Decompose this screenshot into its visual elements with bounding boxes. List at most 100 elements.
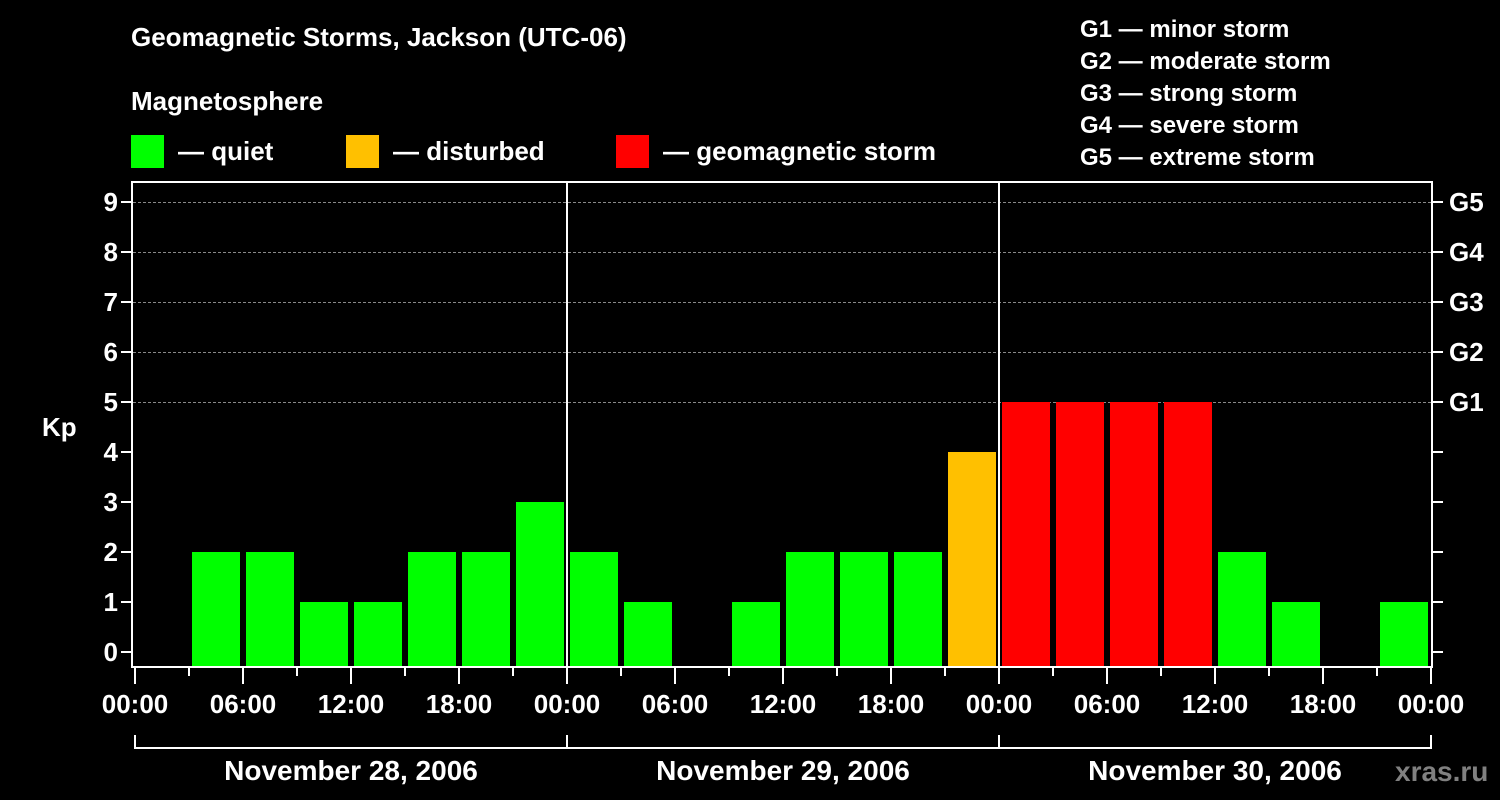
kp-bar (1272, 602, 1320, 667)
g-scale-legend: G1 — minor storm G2 — moderate storm G3 … (1080, 14, 1331, 174)
x-tick-minor (512, 668, 514, 676)
y-tick (121, 651, 131, 653)
y-tick-label: 3 (103, 487, 118, 517)
kp-bar (408, 552, 456, 667)
x-tick-major (566, 668, 568, 684)
x-tick-label: 00:00 (965, 689, 1033, 719)
g-scale-label: G2 (1449, 337, 1484, 367)
kp-bar (570, 552, 618, 667)
kp-bar (246, 552, 294, 667)
x-tick-label: 06:00 (641, 689, 709, 719)
x-tick-label: 06:00 (1073, 689, 1141, 719)
x-tick-minor (188, 668, 190, 676)
y-tick-right (1433, 351, 1443, 353)
y-tick (121, 301, 131, 303)
date-label: November 28, 2006 (224, 755, 478, 786)
g-legend-item: G3 — strong storm (1080, 80, 1298, 107)
x-tick-minor (296, 668, 298, 676)
y-tick-right (1433, 501, 1443, 503)
y-tick-label: 8 (103, 237, 118, 267)
kp-bar (948, 452, 996, 667)
y-tick (121, 401, 131, 403)
y-tick (121, 251, 131, 253)
legend-disturbed: — disturbed (346, 134, 545, 168)
y-tick (121, 551, 131, 553)
kp-bar (354, 602, 402, 667)
legend-quiet: — quiet (131, 134, 273, 168)
g-scale-label: G1 (1449, 387, 1484, 417)
y-tick-label: 2 (103, 537, 118, 567)
y-tick (121, 451, 131, 453)
g-legend-item: G1 — minor storm (1080, 16, 1290, 43)
kp-bar (1164, 402, 1212, 667)
y-tick-right (1433, 451, 1443, 453)
legend-storm-label: — geomagnetic storm (663, 135, 937, 166)
day-separator (998, 181, 1000, 668)
kp-bar (1218, 552, 1266, 667)
legend-storm: — geomagnetic storm (616, 134, 936, 168)
y-tick-label: 9 (103, 187, 118, 217)
kp-bar (300, 602, 348, 667)
g-scale-label: G3 (1449, 287, 1484, 317)
chart-title: Geomagnetic Storms, Jackson (UTC-06) (131, 22, 627, 52)
x-tick-label: 06:00 (209, 689, 277, 719)
x-tick-label: 00:00 (1397, 689, 1465, 719)
y-tick-right (1433, 551, 1443, 553)
kp-bar (192, 552, 240, 667)
legend-quiet-label: — quiet (178, 135, 274, 166)
x-tick-label: 12:00 (1181, 689, 1249, 719)
x-tick-major (782, 668, 784, 684)
x-tick-major (1322, 668, 1324, 684)
x-tick-major (242, 668, 244, 684)
x-tick-label: 18:00 (857, 689, 925, 719)
y-tick-right (1433, 301, 1443, 303)
y-tick (121, 501, 131, 503)
kp-bar (786, 552, 834, 667)
kp-bar (1056, 402, 1104, 667)
x-tick-minor (836, 668, 838, 676)
x-tick-label: 12:00 (749, 689, 817, 719)
date-bracket (566, 735, 1000, 749)
g-legend-item: G5 — extreme storm (1080, 144, 1315, 171)
x-tick-major (134, 668, 136, 684)
g-legend-item: G2 — moderate storm (1080, 48, 1331, 75)
plot-frame (131, 181, 1433, 668)
y-tick-right (1433, 651, 1443, 653)
x-tick-major (458, 668, 460, 684)
y-tick-label: 4 (103, 437, 118, 467)
x-tick-major (1430, 668, 1432, 684)
g-scale-label: G5 (1449, 187, 1484, 217)
y-tick (121, 201, 131, 203)
storm-swatch-icon (616, 134, 649, 168)
day-separator (566, 181, 568, 668)
x-tick-label: 00:00 (533, 689, 601, 719)
x-tick-minor (1268, 668, 1270, 676)
grid-line (133, 302, 1431, 303)
y-tick-label: 5 (103, 387, 118, 417)
date-bracket (998, 735, 1432, 749)
x-tick-major (890, 668, 892, 684)
y-tick (121, 351, 131, 353)
x-tick-label: 18:00 (1289, 689, 1357, 719)
kp-bar (462, 552, 510, 667)
x-tick-major (1214, 668, 1216, 684)
y-tick-label: 6 (103, 337, 118, 367)
x-tick-major (1106, 668, 1108, 684)
y-tick-right (1433, 401, 1443, 403)
chart-subtitle: Magnetosphere (131, 86, 324, 116)
date-bracket (134, 735, 568, 749)
quiet-swatch-icon (131, 134, 164, 168)
x-tick-label: 00:00 (101, 689, 169, 719)
y-tick-right (1433, 251, 1443, 253)
grid-line (133, 202, 1431, 203)
grid-line (133, 252, 1431, 253)
kp-bar (1380, 602, 1428, 667)
grid-line (133, 402, 1431, 403)
x-tick-label: 12:00 (317, 689, 385, 719)
x-tick-label: 18:00 (425, 689, 493, 719)
kp-bar (840, 552, 888, 667)
x-tick-minor (620, 668, 622, 676)
disturbed-swatch-icon (346, 134, 379, 168)
x-tick-major (998, 668, 1000, 684)
x-tick-minor (1052, 668, 1054, 676)
